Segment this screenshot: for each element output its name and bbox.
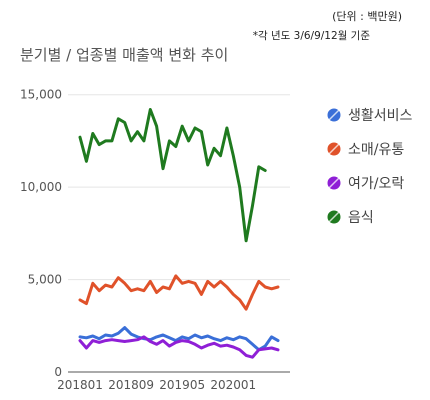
series-line-소매-유통 bbox=[78, 274, 280, 311]
y-tick-label: 10,000 bbox=[20, 180, 62, 194]
legend-swatch-pattern bbox=[328, 109, 340, 121]
x-tick-label: 201905 bbox=[159, 378, 205, 392]
legend-label: 생활서비스 bbox=[348, 108, 413, 124]
legend-swatch-pattern bbox=[328, 143, 340, 155]
series-line-음식 bbox=[78, 108, 267, 243]
series-line-생활서비스 bbox=[78, 326, 280, 352]
season-note: *각 년도 3/6/9/12월 기준 bbox=[252, 30, 370, 42]
series-lines bbox=[78, 108, 280, 359]
x-tick-label: 202001 bbox=[210, 378, 256, 392]
legend-label: 음식 bbox=[348, 210, 374, 226]
legend-swatch-pattern bbox=[328, 211, 340, 223]
y-tick-label: 15,000 bbox=[20, 88, 62, 102]
legend-label: 여가/오락 bbox=[348, 176, 404, 192]
chart-title: 분기별 / 업종별 매출액 변화 추이 bbox=[20, 46, 229, 64]
y-tick-label: 0 bbox=[54, 365, 62, 379]
x-tick-label: 201809 bbox=[108, 378, 154, 392]
legend-label: 소매/유통 bbox=[348, 142, 404, 158]
y-tick-label: 5,000 bbox=[28, 273, 62, 287]
x-tick-label: 201801 bbox=[57, 378, 103, 392]
legend-swatch-pattern bbox=[328, 177, 340, 189]
axes: 0 5,000 10,000 15,000 201801 201809 201905 2020… bbox=[20, 88, 256, 392]
series-line-여가-오락 bbox=[78, 335, 280, 359]
unit-note: (단위 : 백만원) bbox=[332, 10, 402, 23]
